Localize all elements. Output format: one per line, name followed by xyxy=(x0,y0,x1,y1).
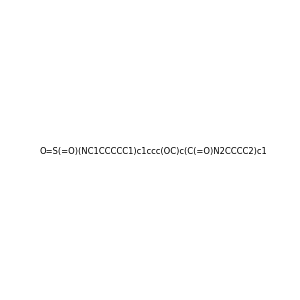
Text: O=S(=O)(NC1CCCCC1)c1ccc(OC)c(C(=O)N2CCCC2)c1: O=S(=O)(NC1CCCCC1)c1ccc(OC)c(C(=O)N2CCCC… xyxy=(40,147,268,156)
